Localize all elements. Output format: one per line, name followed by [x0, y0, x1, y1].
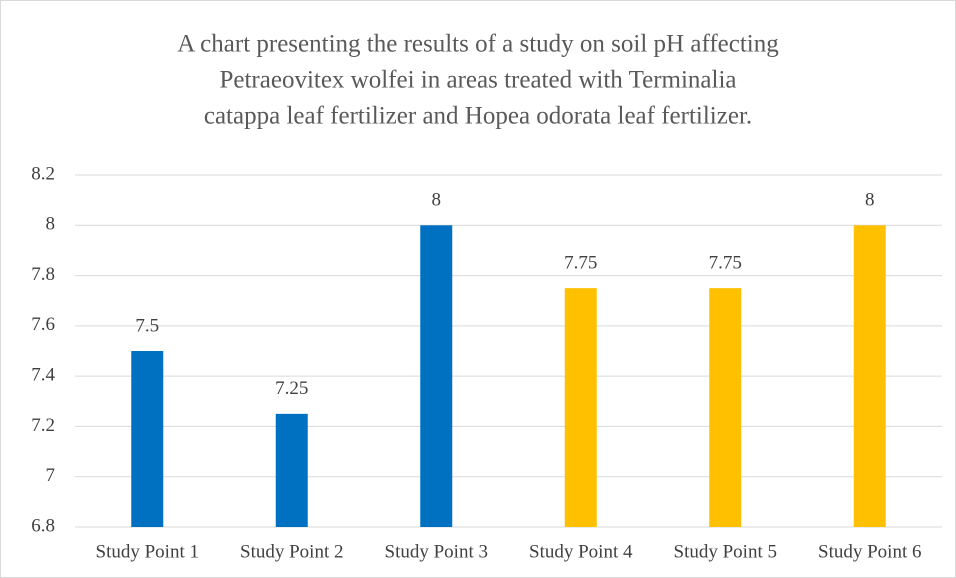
- chart-title: Petraeovitex wolfei in areas treated wit…: [219, 67, 736, 94]
- chart-title: A chart presenting the results of a stud…: [177, 31, 779, 58]
- x-tick-label: Study Point 1: [96, 541, 199, 562]
- y-tick-label: 6.8: [31, 515, 55, 536]
- x-tick-label: Study Point 3: [385, 541, 488, 562]
- data-label: 7.25: [275, 378, 308, 399]
- x-tick-label: Study Point 6: [818, 541, 921, 562]
- x-tick-label: Study Point 5: [674, 541, 777, 562]
- data-label: 7.75: [709, 253, 742, 274]
- y-tick-label: 7.4: [31, 365, 55, 386]
- y-tick-label: 8.2: [31, 163, 55, 184]
- data-label: 7.5: [135, 315, 159, 336]
- data-label: 8: [865, 190, 875, 211]
- y-tick-label: 8: [46, 214, 56, 235]
- y-tick-label: 7.8: [31, 264, 55, 285]
- bar: [131, 351, 164, 527]
- bar: [853, 225, 886, 528]
- y-tick-label: 7.2: [31, 415, 55, 436]
- x-tick-label: Study Point 2: [240, 541, 343, 562]
- x-tick-label: Study Point 4: [529, 541, 633, 562]
- bar: [420, 225, 453, 528]
- chart-title: catappa leaf fertilizer and Hopea odorat…: [204, 103, 752, 130]
- data-label: 7.75: [564, 253, 597, 274]
- y-tick-label: 7.6: [31, 314, 55, 335]
- bar: [709, 288, 742, 527]
- data-label: 8: [432, 190, 442, 211]
- bar: [564, 288, 597, 527]
- y-tick-label: 7: [46, 465, 56, 486]
- bar: [275, 413, 308, 527]
